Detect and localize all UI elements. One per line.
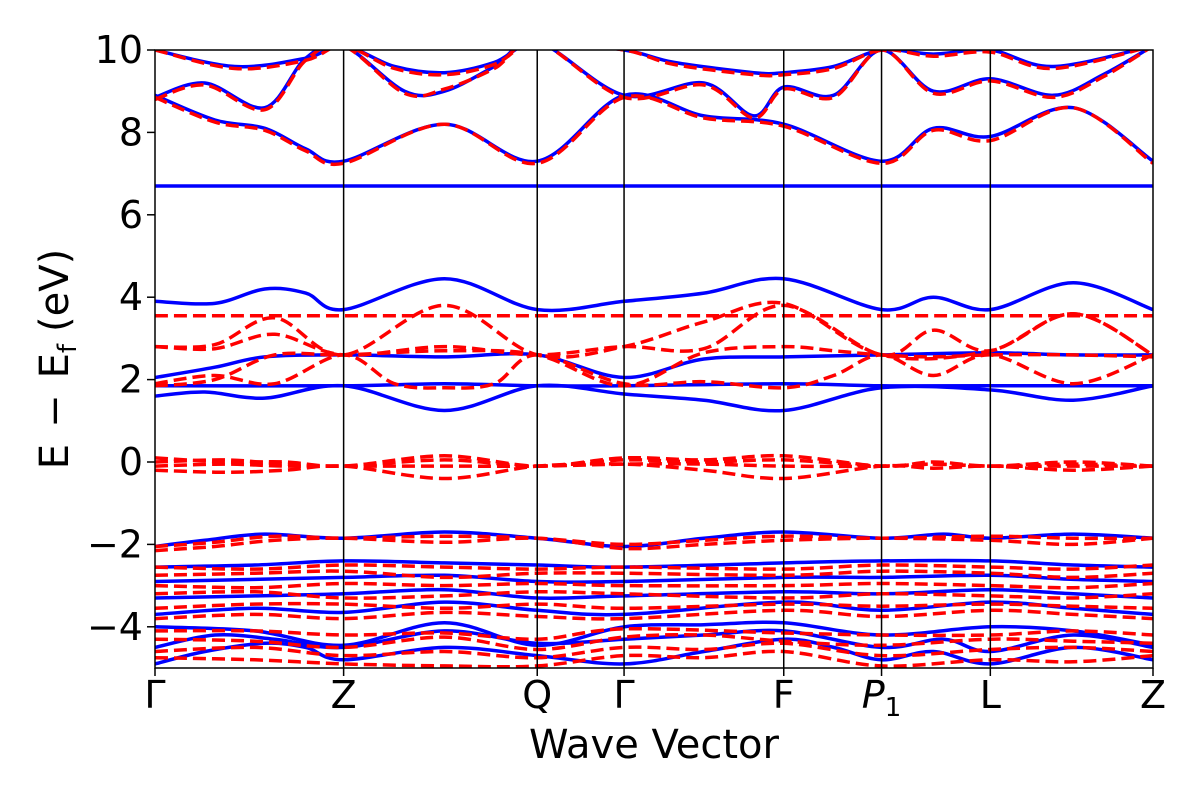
kpoint-separators <box>342 50 992 668</box>
y-tick-label: 2 <box>119 358 143 402</box>
y-axis-ticks: 10 8 6 4 2 0 −2 −4 <box>87 28 155 649</box>
kpoint-label: Γ <box>613 673 634 717</box>
dashed-band-line <box>155 608 1153 621</box>
y-axis-label-sub: f <box>53 343 83 353</box>
dashed-band-line <box>155 353 1153 390</box>
dashed-band-line <box>155 300 1153 361</box>
plot-frame <box>154 49 1154 669</box>
dashed-band-line <box>155 569 1153 580</box>
solid-band-line <box>155 573 1153 584</box>
kpoint-label: Q <box>522 673 552 717</box>
x-axis-label: Wave Vector <box>529 722 780 768</box>
dashed-band-series <box>155 50 1153 668</box>
dashed-band-line <box>155 458 1153 469</box>
dashed-band-line <box>155 649 1153 668</box>
y-tick-label: −2 <box>87 522 143 566</box>
solid-band-line <box>155 50 1150 118</box>
y-tick-label: 10 <box>95 28 143 72</box>
kpoint-label: L <box>980 673 1001 717</box>
kpoint-label: P1 <box>862 673 901 723</box>
dashed-band-line <box>155 581 1153 590</box>
y-axis-label-main: E <box>32 444 78 469</box>
dashed-band-line <box>155 626 1153 641</box>
y-axis-label-unit: (eV) <box>32 249 78 332</box>
solid-band-line <box>155 276 1153 313</box>
solid-band-line <box>155 381 1153 388</box>
dashed-band-line <box>155 589 1153 600</box>
y-tick-label: 4 <box>119 275 143 319</box>
dashed-band-line <box>155 632 1153 652</box>
kpoint-label: Γ <box>144 673 165 717</box>
bands-layer <box>155 50 1153 668</box>
y-tick-label: 8 <box>119 110 143 154</box>
kpoint-label: Z <box>1140 673 1166 717</box>
y-axis-label-minus: − <box>32 394 78 428</box>
dashed-band-line <box>155 601 1153 611</box>
dashed-band-line <box>155 453 1153 469</box>
dashed-band-line <box>155 50 1150 120</box>
dashed-band-line <box>155 94 1153 167</box>
y-tick-label: 6 <box>119 193 143 237</box>
dashed-band-line <box>155 641 1153 660</box>
solid-band-line <box>155 383 1153 413</box>
kpoint-label: F <box>773 673 795 717</box>
y-tick-label: −4 <box>87 605 143 649</box>
kpoint-label: Z <box>331 673 357 717</box>
dashed-band-line <box>155 50 1145 78</box>
x-axis-ticks: Γ Z Q Γ F P1 L Z <box>144 668 1166 723</box>
y-axis-label: E − Ef (eV) <box>32 249 83 469</box>
solid-band-line <box>155 620 1153 648</box>
y-tick-label: 0 <box>119 440 143 484</box>
y-axis-label-sym: E <box>32 353 78 378</box>
dashed-band-line <box>155 563 1153 571</box>
